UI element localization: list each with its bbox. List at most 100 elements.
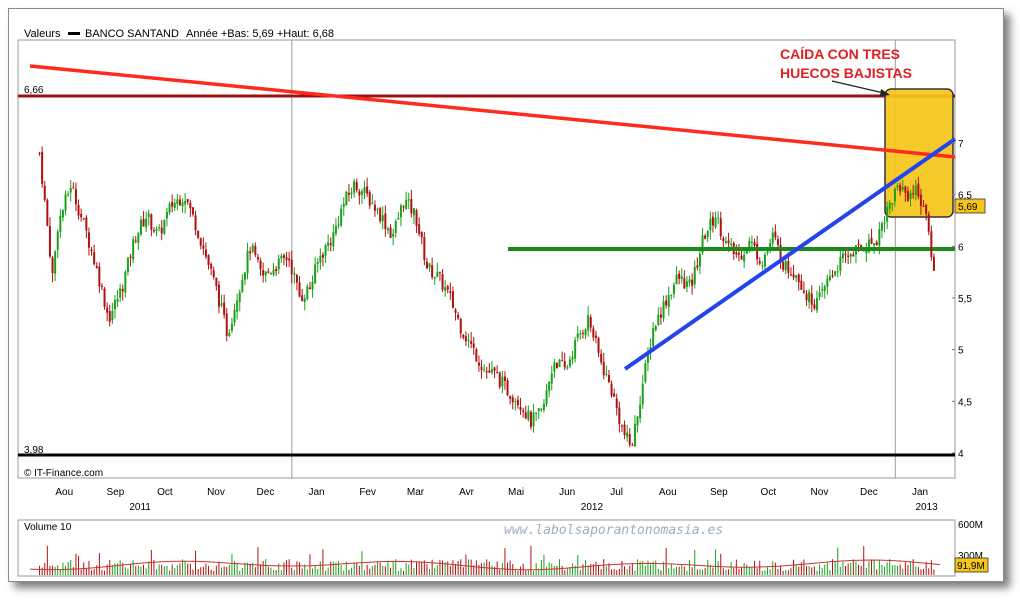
candle-body <box>797 274 800 283</box>
candle-body <box>332 232 335 247</box>
candle-body <box>823 286 826 292</box>
candle-body <box>124 271 127 293</box>
candle-body <box>147 213 150 217</box>
candle-body <box>233 309 236 323</box>
candle-body <box>246 250 249 274</box>
candle-body <box>415 210 418 226</box>
candle-body <box>639 404 642 419</box>
candle-body <box>906 191 909 202</box>
candle-body <box>74 188 77 205</box>
candle-body <box>488 370 491 373</box>
candle-body <box>449 291 452 293</box>
candle-body <box>597 337 600 353</box>
candle-body <box>459 318 462 334</box>
candle-body <box>433 276 436 279</box>
candle-body <box>412 208 415 216</box>
x-month-label: Oct <box>761 487 777 498</box>
candle-body <box>610 383 613 396</box>
candle-body <box>727 240 730 244</box>
candle-body <box>178 199 181 206</box>
candle-body <box>532 412 535 427</box>
candle-body <box>347 192 350 195</box>
candle-body <box>587 315 590 331</box>
candle-body <box>93 251 96 265</box>
candle-body <box>184 200 187 205</box>
candle-body <box>529 411 532 428</box>
candle-body <box>706 231 709 238</box>
candle-body <box>217 284 220 307</box>
candle-body <box>745 250 748 254</box>
candle-body <box>618 407 621 424</box>
candle-body <box>914 185 917 196</box>
candle-body <box>329 243 332 245</box>
candle-body <box>394 221 397 233</box>
candle-body <box>210 264 213 269</box>
candle-body <box>106 307 109 313</box>
candle-body <box>145 218 148 228</box>
candle-body <box>262 270 265 276</box>
volume-last-tag: 91,9M <box>954 557 989 573</box>
candle-body <box>41 151 44 184</box>
candle-body <box>467 340 470 342</box>
candle-body <box>176 199 179 205</box>
candle-body <box>870 237 873 244</box>
candle-body <box>103 288 106 307</box>
candle-body <box>878 229 881 246</box>
candle-body <box>168 203 171 213</box>
candle-body <box>524 412 527 419</box>
candle-body <box>641 383 644 405</box>
candle-body <box>67 193 70 195</box>
candle-body <box>139 219 142 235</box>
candle-body <box>574 340 577 359</box>
candle-body <box>38 153 41 155</box>
x-year-label: 2011 <box>129 502 151 513</box>
candle-body <box>628 434 631 445</box>
candle-body <box>607 375 610 383</box>
candle-body <box>563 361 566 368</box>
candle-body <box>308 287 311 290</box>
candle-body <box>199 238 202 246</box>
x-month-label: Jan <box>912 487 928 498</box>
candle-body <box>100 285 103 287</box>
y-tick-label: 4 <box>958 449 964 460</box>
candle-body <box>379 208 382 222</box>
candle-body <box>111 310 114 320</box>
candle-body <box>685 281 688 287</box>
volume-tick-300m: 300M <box>958 551 983 562</box>
x-axis: Aou Sep Oct Nov Dec Jan Fev Mar Avr Mai Jun Jul Aou S… <box>55 487 938 513</box>
candle-body <box>631 444 634 446</box>
candle-body <box>446 286 449 290</box>
candle-body <box>571 357 574 360</box>
candle-body <box>925 204 928 214</box>
candle-body <box>132 239 135 260</box>
candle-body <box>158 227 161 229</box>
candle-body <box>776 239 779 245</box>
candle-body <box>264 271 267 276</box>
candle-body <box>431 265 434 278</box>
watermark: www.labolsaporantonomasia.es <box>504 523 723 538</box>
candle-body <box>922 205 925 207</box>
candle-body <box>867 239 870 253</box>
y-tick-label: 5,5 <box>958 294 972 305</box>
candle-body <box>121 288 124 292</box>
candle-body <box>810 293 813 305</box>
candle-body <box>566 367 569 369</box>
candle-body <box>555 362 558 369</box>
candle-body <box>428 263 431 268</box>
candle-body <box>818 292 821 298</box>
candle-body <box>753 242 756 246</box>
x-month-label: Jul <box>610 487 623 498</box>
candle-body <box>909 192 912 200</box>
candle-body <box>490 369 493 373</box>
candle-body <box>277 258 280 270</box>
candle-body <box>204 249 207 257</box>
candle-body <box>576 333 579 339</box>
candle-body <box>792 274 795 278</box>
candle-body <box>795 275 798 278</box>
candle-body <box>496 372 499 374</box>
candle-body <box>194 215 197 231</box>
candle-body <box>808 291 811 303</box>
candle-body <box>173 202 176 209</box>
candle-body <box>503 376 506 381</box>
